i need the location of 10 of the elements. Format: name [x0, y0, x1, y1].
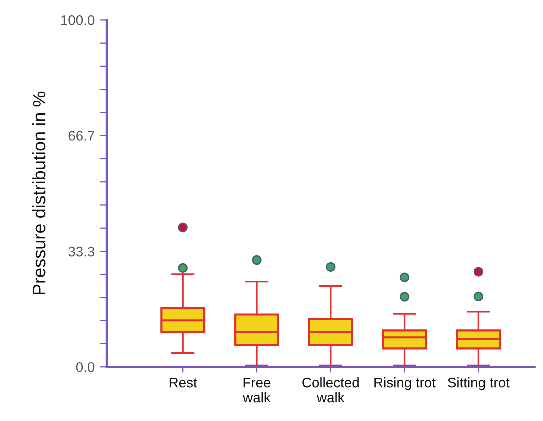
- x-tick-label: Free walk: [243, 378, 271, 403]
- y-tick-label: 100.0: [61, 16, 95, 26]
- x-tick-label: Sitting trot: [448, 378, 510, 390]
- x-tick-label: Collected walk: [302, 378, 359, 403]
- y-axis-title: Pressure distribution in %: [32, 92, 46, 295]
- y-tick-label: 0.0: [76, 362, 95, 372]
- x-tick-label: Rest: [170, 378, 198, 388]
- x-tick-label: Rising trot: [374, 378, 436, 390]
- y-tick-label: 33.3: [68, 246, 95, 257]
- y-tick-label: 66.7: [68, 131, 94, 141]
